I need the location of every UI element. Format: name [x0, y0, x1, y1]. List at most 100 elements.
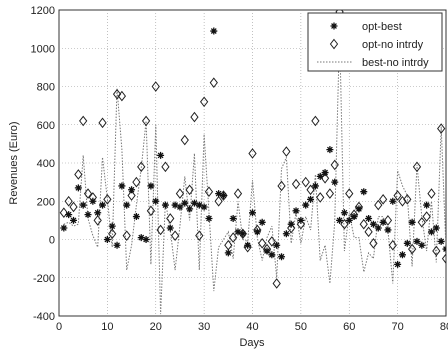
point-opt-no-intrdy	[59, 207, 68, 219]
point-opt-best	[244, 241, 252, 249]
point-opt-best	[157, 151, 165, 159]
point-opt-best	[128, 186, 136, 194]
point-opt-best	[118, 182, 126, 190]
point-opt-no-intrdy	[146, 205, 156, 217]
x-tick-label: 80	[440, 321, 448, 333]
point-opt-best	[316, 172, 324, 180]
x-tick-label: 60	[343, 321, 355, 333]
point-opt-best	[331, 178, 339, 186]
point-opt-no-intrdy	[417, 216, 426, 228]
y-tick-label: 200	[37, 196, 55, 208]
point-opt-best	[365, 214, 373, 222]
point-opt-no-intrdy	[291, 178, 301, 190]
point-opt-best	[103, 236, 111, 243]
point-opt-best	[132, 213, 140, 221]
point-opt-best	[282, 230, 290, 238]
point-opt-no-intrdy	[316, 192, 325, 203]
tick-labels: 0 10 20 30 40 50 60 70 80 -400 -200 0 200 400 600 800 10…	[31, 5, 448, 333]
legend-diamond-marker	[329, 38, 339, 50]
point-opt-no-intrdy	[108, 228, 117, 240]
point-opt-no-intrdy	[209, 77, 218, 88]
y-tick-label: 1000	[31, 43, 55, 55]
series-opt-best	[60, 27, 446, 268]
point-opt-best	[249, 209, 256, 217]
point-opt-no-intrdy	[277, 180, 286, 192]
point-opt-no-intrdy	[432, 245, 441, 257]
point-opt-best	[287, 220, 295, 228]
point-opt-best	[181, 199, 189, 207]
point-opt-no-intrdy	[412, 161, 422, 173]
point-opt-no-intrdy	[282, 146, 291, 157]
point-opt-best	[70, 216, 78, 224]
point-opt-best	[418, 241, 426, 249]
point-opt-no-intrdy	[383, 215, 393, 226]
point-opt-best	[350, 213, 358, 221]
point-opt-no-intrdy	[398, 195, 407, 207]
series-line-best-no-intrdy	[63, 30, 446, 315]
point-opt-best	[108, 222, 116, 230]
point-opt-best	[176, 203, 184, 211]
point-opt-no-intrdy	[325, 188, 335, 199]
point-opt-best	[273, 241, 281, 249]
point-opt-best	[215, 190, 223, 198]
legend-marker-opt-best	[330, 22, 338, 30]
x-tick-label: 30	[198, 321, 210, 333]
point-opt-best	[200, 203, 208, 211]
point-opt-best	[427, 228, 435, 236]
x-tick-label: 10	[101, 321, 113, 333]
point-opt-no-intrdy	[190, 111, 199, 123]
point-opt-best	[423, 201, 431, 209]
point-opt-best	[360, 188, 368, 196]
y-tick-label: 1200	[31, 5, 55, 17]
point-opt-no-intrdy	[103, 194, 112, 205]
point-opt-best	[123, 201, 131, 209]
point-opt-best	[152, 197, 160, 205]
point-opt-best	[205, 214, 213, 222]
point-opt-no-intrdy	[141, 115, 151, 127]
legend-label-opt-no-intrdy: opt-no intrdy	[362, 39, 424, 51]
x-tick-label: 20	[150, 321, 162, 333]
point-opt-best	[432, 224, 440, 232]
point-opt-best	[239, 230, 247, 238]
point-opt-no-intrdy	[229, 232, 238, 243]
point-opt-no-intrdy	[359, 218, 368, 230]
point-opt-no-intrdy	[393, 190, 402, 201]
point-opt-no-intrdy	[330, 159, 339, 171]
point-opt-no-intrdy	[195, 230, 204, 241]
point-opt-no-intrdy	[151, 81, 160, 92]
point-opt-no-intrdy	[64, 195, 73, 207]
point-opt-no-intrdy	[199, 96, 209, 108]
point-opt-best	[113, 241, 121, 249]
point-opt-best	[253, 228, 261, 236]
y-tick-label: 0	[49, 235, 55, 247]
point-opt-no-intrdy	[233, 188, 243, 199]
point-opt-best	[229, 214, 237, 222]
point-opt-best	[171, 201, 179, 209]
legend-label-opt-best: opt-best	[362, 21, 402, 33]
point-opt-no-intrdy	[204, 186, 214, 198]
point-opt-no-intrdy	[175, 188, 185, 199]
point-opt-no-intrdy	[180, 134, 189, 146]
point-opt-no-intrdy	[156, 224, 165, 236]
point-opt-no-intrdy	[127, 190, 136, 201]
point-opt-best	[302, 201, 310, 209]
legend-label-best-no-intrdy: best-no intrdy	[362, 57, 429, 69]
point-opt-best	[278, 253, 286, 261]
point-opt-best	[210, 27, 218, 35]
point-opt-no-intrdy	[122, 230, 131, 241]
point-opt-best	[263, 247, 271, 255]
point-opt-no-intrdy	[93, 215, 102, 226]
point-opt-no-intrdy	[403, 194, 412, 205]
point-opt-best	[321, 169, 329, 177]
x-axis-label: Days	[239, 337, 265, 349]
point-opt-no-intrdy	[345, 188, 354, 199]
point-opt-no-intrdy	[388, 239, 397, 251]
point-opt-best	[307, 195, 315, 203]
point-opt-best	[384, 226, 392, 234]
point-opt-best	[437, 237, 445, 245]
point-opt-best	[65, 211, 73, 219]
point-opt-no-intrdy	[378, 194, 388, 205]
point-opt-best	[413, 237, 421, 245]
point-opt-no-intrdy	[374, 199, 383, 211]
